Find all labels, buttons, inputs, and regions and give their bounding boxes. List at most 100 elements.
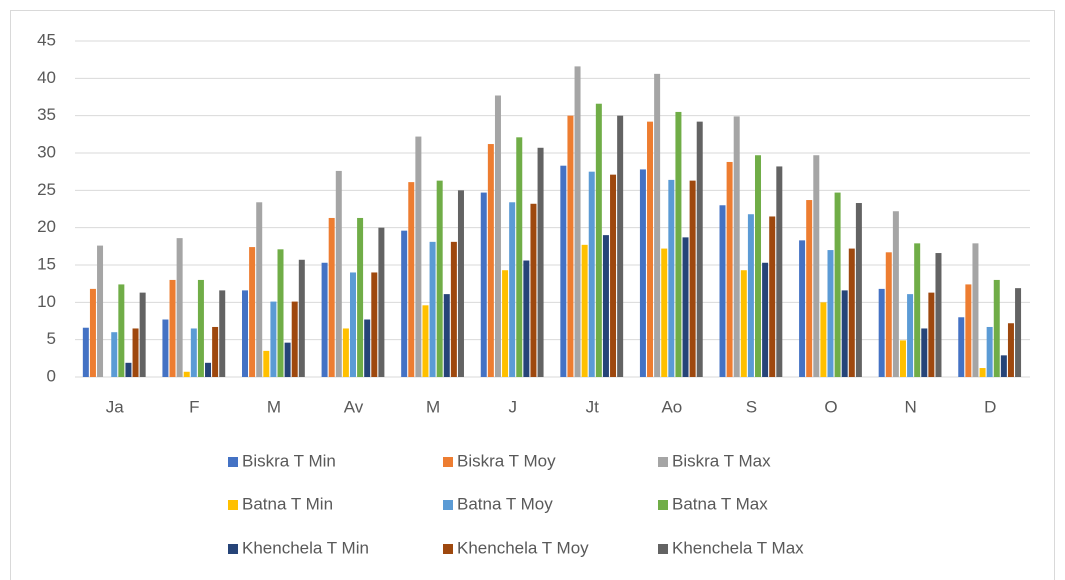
legend-swatch bbox=[658, 544, 668, 554]
legend-label: Batna T Moy bbox=[457, 494, 553, 513]
bar bbox=[256, 202, 263, 377]
bar bbox=[436, 180, 443, 377]
bar bbox=[321, 262, 328, 377]
y-tick-label: 40 bbox=[37, 68, 56, 87]
bar bbox=[197, 279, 204, 377]
x-tick-label: Ja bbox=[106, 397, 125, 416]
y-tick-label: 25 bbox=[37, 180, 56, 199]
bar bbox=[892, 211, 899, 377]
bar bbox=[958, 317, 965, 377]
bar bbox=[885, 252, 892, 377]
y-tick-label: 35 bbox=[37, 105, 56, 124]
legend-label: Batna T Max bbox=[672, 494, 768, 513]
legend-label: Khenchela T Min bbox=[242, 538, 369, 557]
bar bbox=[298, 259, 305, 377]
bar bbox=[560, 165, 567, 377]
x-tick-label: J bbox=[508, 397, 517, 416]
bar bbox=[291, 301, 298, 377]
bar bbox=[668, 179, 675, 377]
bar bbox=[487, 144, 494, 377]
bar bbox=[516, 137, 523, 377]
y-tick-label: 15 bbox=[37, 254, 56, 273]
bar bbox=[422, 305, 429, 377]
bar bbox=[935, 253, 942, 377]
bar bbox=[733, 116, 740, 377]
bar bbox=[125, 362, 132, 377]
bar bbox=[602, 235, 609, 377]
bar bbox=[769, 216, 776, 377]
bar bbox=[242, 290, 249, 377]
bar bbox=[747, 214, 754, 377]
bar bbox=[848, 248, 855, 377]
y-tick-label: 45 bbox=[37, 30, 56, 49]
legend-swatch bbox=[658, 457, 668, 467]
bar bbox=[408, 182, 415, 377]
bar bbox=[270, 301, 277, 377]
legend-swatch bbox=[228, 500, 238, 510]
y-tick-label: 30 bbox=[37, 142, 56, 161]
bar bbox=[111, 332, 118, 377]
bar bbox=[494, 95, 501, 378]
legend-label: Biskra T Min bbox=[242, 451, 336, 470]
bar bbox=[284, 342, 291, 377]
bar bbox=[162, 319, 169, 377]
bar bbox=[263, 350, 270, 377]
bar bbox=[661, 248, 668, 377]
bar bbox=[581, 244, 588, 377]
bar bbox=[639, 169, 646, 377]
bar bbox=[415, 136, 422, 377]
bar bbox=[979, 368, 986, 377]
bar bbox=[190, 328, 197, 377]
bar bbox=[907, 294, 914, 377]
x-tick-label: S bbox=[746, 397, 757, 416]
bar bbox=[457, 190, 464, 377]
x-tick-label: M bbox=[267, 397, 281, 416]
bar bbox=[595, 103, 602, 377]
legend-swatch bbox=[443, 544, 453, 554]
bar bbox=[502, 270, 509, 377]
bar bbox=[696, 121, 703, 377]
bar bbox=[878, 288, 885, 377]
legend-label: Biskra T Max bbox=[672, 451, 771, 470]
legend-swatch bbox=[443, 500, 453, 510]
x-tick-label: Av bbox=[344, 397, 364, 416]
y-tick-label: 10 bbox=[37, 292, 56, 311]
bar bbox=[1015, 288, 1022, 377]
bar bbox=[176, 238, 183, 377]
bar bbox=[675, 111, 682, 377]
bar bbox=[841, 290, 848, 377]
legend-label: Khenchela T Moy bbox=[457, 538, 589, 557]
bar bbox=[443, 294, 450, 377]
bar bbox=[1000, 355, 1007, 377]
bar bbox=[328, 217, 335, 377]
bar bbox=[806, 200, 813, 377]
bar bbox=[834, 192, 841, 377]
bar bbox=[277, 249, 284, 377]
bar bbox=[726, 161, 733, 377]
bar bbox=[972, 243, 979, 377]
bar bbox=[689, 180, 696, 377]
bar bbox=[335, 170, 342, 377]
bar bbox=[986, 326, 993, 377]
bar bbox=[813, 155, 820, 377]
legend-swatch bbox=[443, 457, 453, 467]
bar bbox=[139, 292, 146, 377]
bar bbox=[574, 66, 581, 378]
bar bbox=[965, 284, 972, 377]
bar bbox=[183, 371, 190, 377]
bar bbox=[617, 115, 624, 378]
bar bbox=[855, 203, 862, 377]
bar bbox=[719, 205, 726, 377]
bar bbox=[588, 171, 595, 377]
bar bbox=[357, 217, 364, 377]
bar bbox=[249, 247, 256, 377]
bar bbox=[82, 327, 89, 377]
legend-label: Khenchela T Max bbox=[672, 538, 804, 557]
bar bbox=[378, 227, 385, 377]
x-tick-label: M bbox=[426, 397, 440, 416]
bar bbox=[523, 260, 530, 377]
bar bbox=[899, 340, 906, 377]
bar bbox=[429, 241, 436, 377]
bar bbox=[827, 250, 834, 377]
